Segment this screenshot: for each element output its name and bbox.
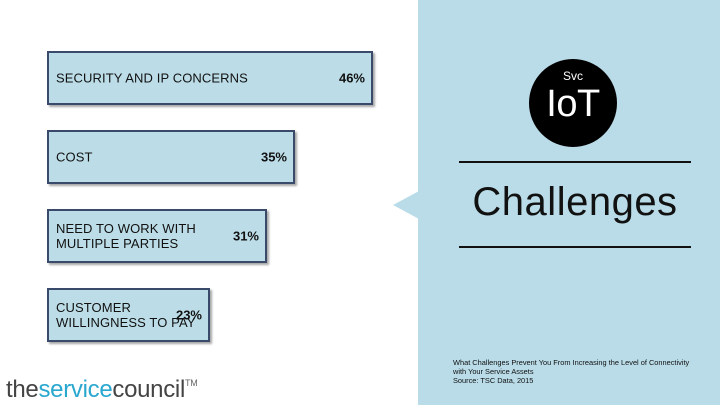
panel-heading: Challenges [472, 180, 678, 224]
bar-value-label: 46% [338, 70, 365, 86]
bar-4: CUSTOMER WILLINGNESS TO PAY 23% [47, 288, 210, 342]
logo-part-the: the [6, 376, 39, 403]
bar-value-label: 31% [232, 228, 259, 244]
logo-part-service: service [38, 376, 113, 403]
bar-value-label: 23% [175, 307, 202, 323]
bar-category-label: NEED TO WORK WITH MULTIPLE PARTIES [56, 221, 196, 251]
logo-trademark: TM [185, 378, 198, 388]
badge-small-text: Svc [562, 69, 583, 83]
source-question: What Challenges Prevent You From Increas… [453, 358, 690, 376]
bar-2: COST 35% [47, 130, 295, 184]
bar-1: SECURITY AND IP CONCERNS 46% [47, 51, 373, 105]
callout-pointer [393, 191, 419, 219]
bar-category-label: CUSTOMER WILLINGNESS TO PAY [56, 300, 196, 330]
bar-category-label: COST [56, 149, 93, 165]
top-divider [459, 161, 691, 163]
bar-chart: SECURITY AND IP CONCERNS 46% COST 35% NEED T… [47, 51, 373, 342]
bottom-divider [459, 246, 691, 248]
source-citation: Source: TSC Data, 2015 [453, 376, 534, 385]
brand-logo: theservicecouncilTM [6, 376, 198, 404]
logo-part-council: council [112, 376, 185, 403]
bar-value-label: 35% [260, 149, 287, 165]
bar-category-label: SECURITY AND IP CONCERNS [56, 70, 248, 86]
source-note: What Challenges Prevent You From Increas… [453, 358, 703, 385]
svc-iot-badge: Svc IoT [529, 59, 617, 147]
bar-3: NEED TO WORK WITH MULTIPLE PARTIES 31% [47, 209, 267, 263]
badge-large-text: IoT [546, 83, 600, 125]
